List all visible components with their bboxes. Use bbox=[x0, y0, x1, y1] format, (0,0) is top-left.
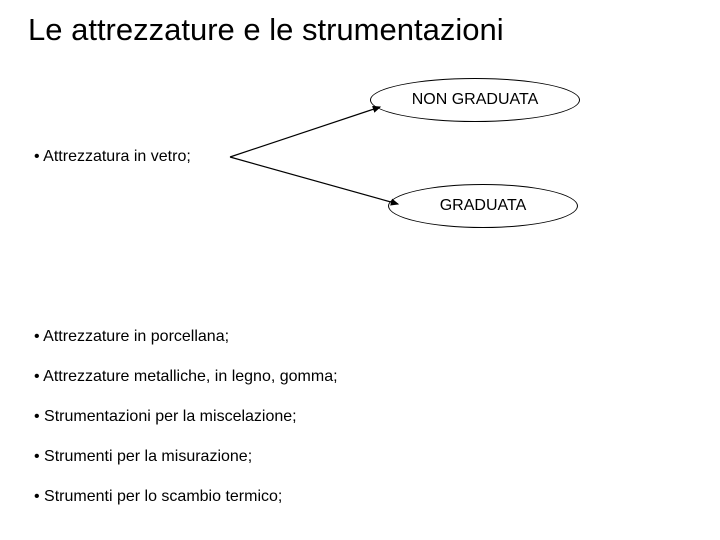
bullet-item: Attrezzature metalliche, in legno, gomma… bbox=[34, 368, 338, 386]
bullet-item: Strumenti per la misurazione; bbox=[34, 448, 252, 466]
bullet-item: Strumenti per lo scambio termico; bbox=[34, 488, 282, 506]
bullet-item: Strumentazioni per la miscelazione; bbox=[34, 408, 297, 426]
bullet-source: Attrezzatura in vetro; bbox=[34, 148, 191, 166]
page-title: Le attrezzature e le strumentazioni bbox=[28, 12, 504, 48]
bullet-item: Attrezzature in porcellana; bbox=[34, 328, 229, 346]
diagram-node-label: NON GRADUATA bbox=[412, 91, 539, 109]
diagram-node: NON GRADUATA bbox=[370, 78, 580, 122]
arrow-line bbox=[230, 157, 398, 204]
diagram-node-label: GRADUATA bbox=[440, 197, 527, 215]
arrow-line bbox=[230, 107, 380, 157]
diagram-node: GRADUATA bbox=[388, 184, 578, 228]
